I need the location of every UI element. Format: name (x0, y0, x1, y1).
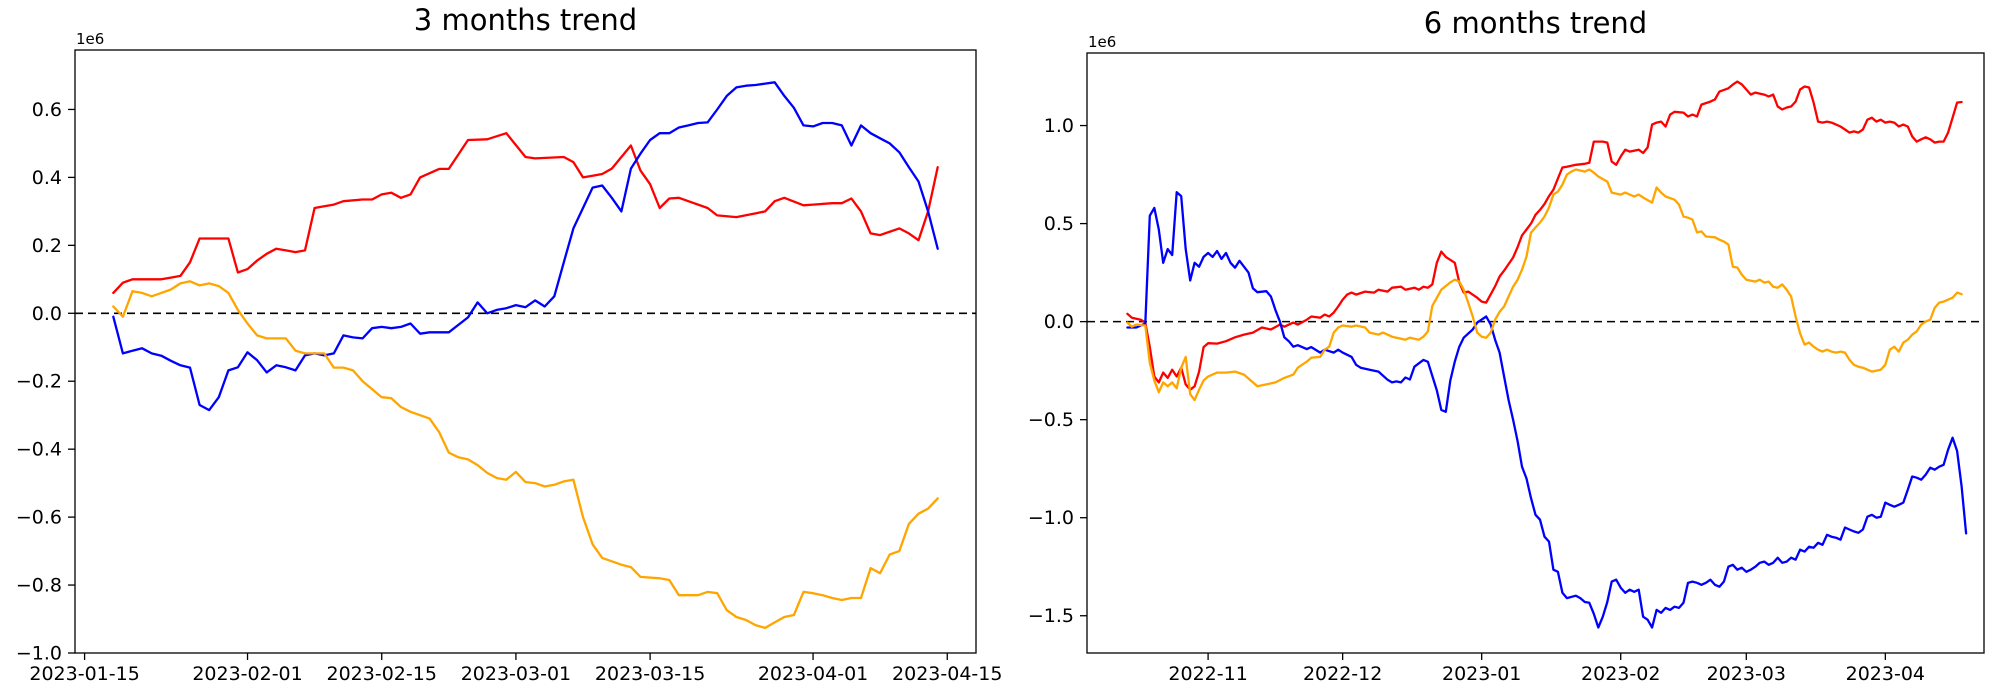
series-line-red (112, 132, 939, 295)
y-tick-label: −1.0 (1028, 507, 1074, 529)
x-tick-label: 2022-12 (1303, 663, 1382, 685)
y-tick-label: −0.6 (16, 507, 62, 529)
x-tick-label: 2023-04-01 (758, 663, 868, 685)
y-tick-label: 0.2 (32, 235, 62, 257)
y-tick-label: −0.4 (16, 439, 62, 461)
x-tick-label: 2023-01 (1442, 663, 1521, 685)
y-tick-label: −0.5 (1028, 409, 1074, 431)
series-line-blue (112, 81, 939, 412)
x-tick-label: 2023-03-01 (461, 663, 571, 685)
axes-spines (1086, 52, 1985, 654)
y-axis-offset-label-left: 1e6 (76, 30, 105, 48)
x-tick-label: 2023-04 (1846, 663, 1925, 685)
x-tick-label: 2023-02-01 (192, 663, 302, 685)
x-tick-label: 2023-02 (1581, 663, 1660, 685)
y-tick-label: −1.0 (16, 643, 62, 665)
series-line-orange (112, 280, 939, 630)
x-tick-label: 2023-03-15 (595, 663, 705, 685)
x-tick-label: 2023-04-15 (892, 663, 1002, 685)
y-tick-label: 1.0 (1044, 115, 1074, 137)
series-line-red (1126, 80, 1963, 391)
y-tick-label: 0.0 (32, 303, 62, 325)
x-tick-label: 2022-11 (1168, 663, 1247, 685)
y-tick-label: 0.5 (1044, 213, 1074, 235)
y-tick-label: −0.2 (16, 371, 62, 393)
y-tick-label: 0.0 (1044, 311, 1074, 333)
y-tick-label: −0.8 (16, 575, 62, 597)
chart-title-left: 3 months trend (413, 3, 638, 37)
y-axis-offset-label-right: 1e6 (1088, 33, 1117, 51)
series-line-blue (1126, 191, 1968, 629)
y-tick-label: 0.4 (32, 167, 62, 189)
x-tick-label: 2023-01-15 (29, 663, 139, 685)
x-tick-label: 2023-03 (1707, 663, 1786, 685)
y-tick-label: 0.6 (32, 99, 62, 121)
series-line-orange (1126, 168, 1963, 402)
chart-title-right: 6 months trend (1423, 6, 1648, 40)
y-tick-label: −1.5 (1028, 605, 1074, 627)
axes-spines (74, 49, 977, 654)
x-tick-label: 2023-02-15 (327, 663, 437, 685)
